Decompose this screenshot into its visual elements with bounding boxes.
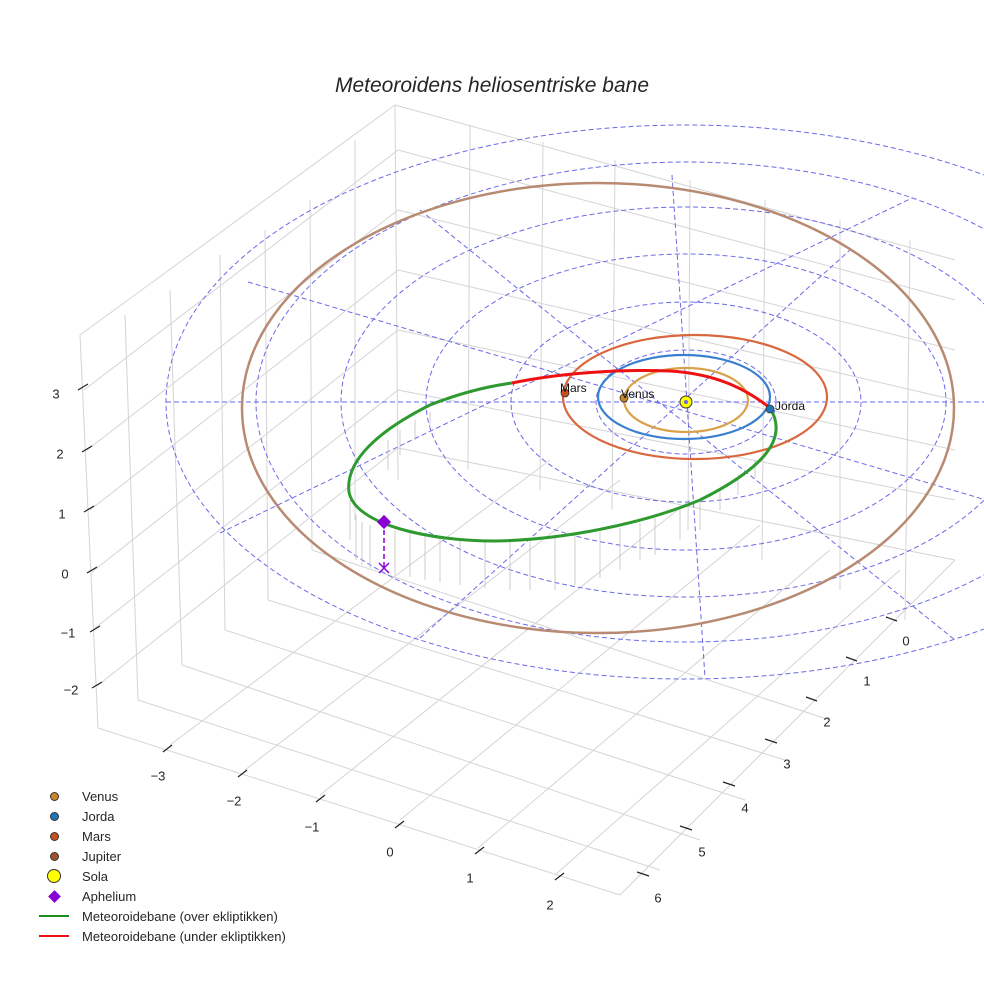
meteoroid-orbit-above (347, 381, 778, 543)
y-tick-label: 0 (902, 633, 910, 649)
legend-label: Aphelium (82, 888, 137, 904)
legend-item-orbit-below: Meteoroidebane (under ekliptikken) (36, 926, 286, 946)
x-tick-label: 2 (546, 897, 554, 913)
legend-item-venus: Venus (36, 786, 286, 806)
y-tick-label: 2 (823, 714, 831, 730)
axis-tick-marks (77, 383, 898, 881)
legend: Venus Jorda Mars Jupiter Sola Aphelium M… (36, 786, 286, 946)
legend-label: Venus (82, 788, 119, 804)
z-tick-label: −1 (60, 625, 76, 641)
mars-legend-icon (49, 831, 59, 841)
legend-item-orbit-above: Meteoroidebane (over ekliptikken) (36, 906, 286, 926)
y-tick-label: 6 (654, 890, 662, 906)
jupiter-legend-icon (49, 851, 59, 861)
mars-marker (560, 388, 570, 398)
mars-label: Mars (560, 381, 587, 395)
drop-lines (349, 412, 756, 590)
y-tick-label: 5 (698, 844, 706, 860)
venus-legend-icon (49, 791, 59, 801)
venus-label: Venus (621, 387, 654, 401)
z-tick-label: 2 (56, 446, 64, 462)
legend-item-mars: Mars (36, 826, 286, 846)
meteoroid-orbit-below (511, 369, 771, 410)
legend-label: Sola (82, 868, 109, 884)
y-tick-label: 3 (783, 756, 791, 772)
jorda-orbit (596, 353, 772, 441)
sun-legend-icon (47, 869, 61, 883)
mars-orbit (561, 333, 829, 461)
sun-core (684, 400, 688, 404)
legend-label: Mars (82, 828, 111, 844)
legend-label: Meteoroidebane (over ekliptikken) (82, 908, 278, 924)
legend-item-jupiter: Jupiter (36, 846, 286, 866)
y-tick-label: 4 (741, 800, 749, 816)
legend-label: Jorda (82, 808, 115, 824)
aphelium-projection-x-marker (378, 562, 390, 574)
x-tick-label: 0 (386, 844, 394, 860)
legend-label: Meteoroidebane (under ekliptikken) (82, 928, 286, 944)
aphelium-legend-icon (47, 889, 61, 903)
aphelium-marker (376, 514, 392, 530)
green-line-legend-icon (39, 915, 69, 917)
z-tick-label: 3 (52, 386, 60, 402)
legend-item-sola: Sola (36, 866, 286, 886)
x-tick-label: −2 (226, 793, 242, 809)
y-tick-label: 1 (863, 673, 871, 689)
legend-item-jorda: Jorda (36, 806, 286, 826)
z-tick-label: 0 (61, 566, 69, 582)
legend-item-aphelium: Aphelium (36, 886, 286, 906)
jorda-legend-icon (49, 811, 59, 821)
venus-marker (619, 393, 629, 403)
ecliptic-polar-grid (165, 124, 984, 680)
red-line-legend-icon (39, 935, 69, 937)
chart-title: Meteoroidens heliosentriske bane (334, 74, 650, 97)
x-tick-label: −1 (304, 819, 320, 835)
x-tick-label: 1 (466, 870, 474, 886)
jorda-label: Jorda (775, 399, 805, 413)
x-tick-label: −3 (150, 768, 166, 784)
jorda-marker (765, 404, 775, 414)
z-tick-label: 1 (58, 506, 66, 522)
legend-label: Jupiter (82, 848, 122, 864)
z-tick-label: −2 (63, 682, 79, 698)
jupiter-orbit (240, 181, 956, 635)
